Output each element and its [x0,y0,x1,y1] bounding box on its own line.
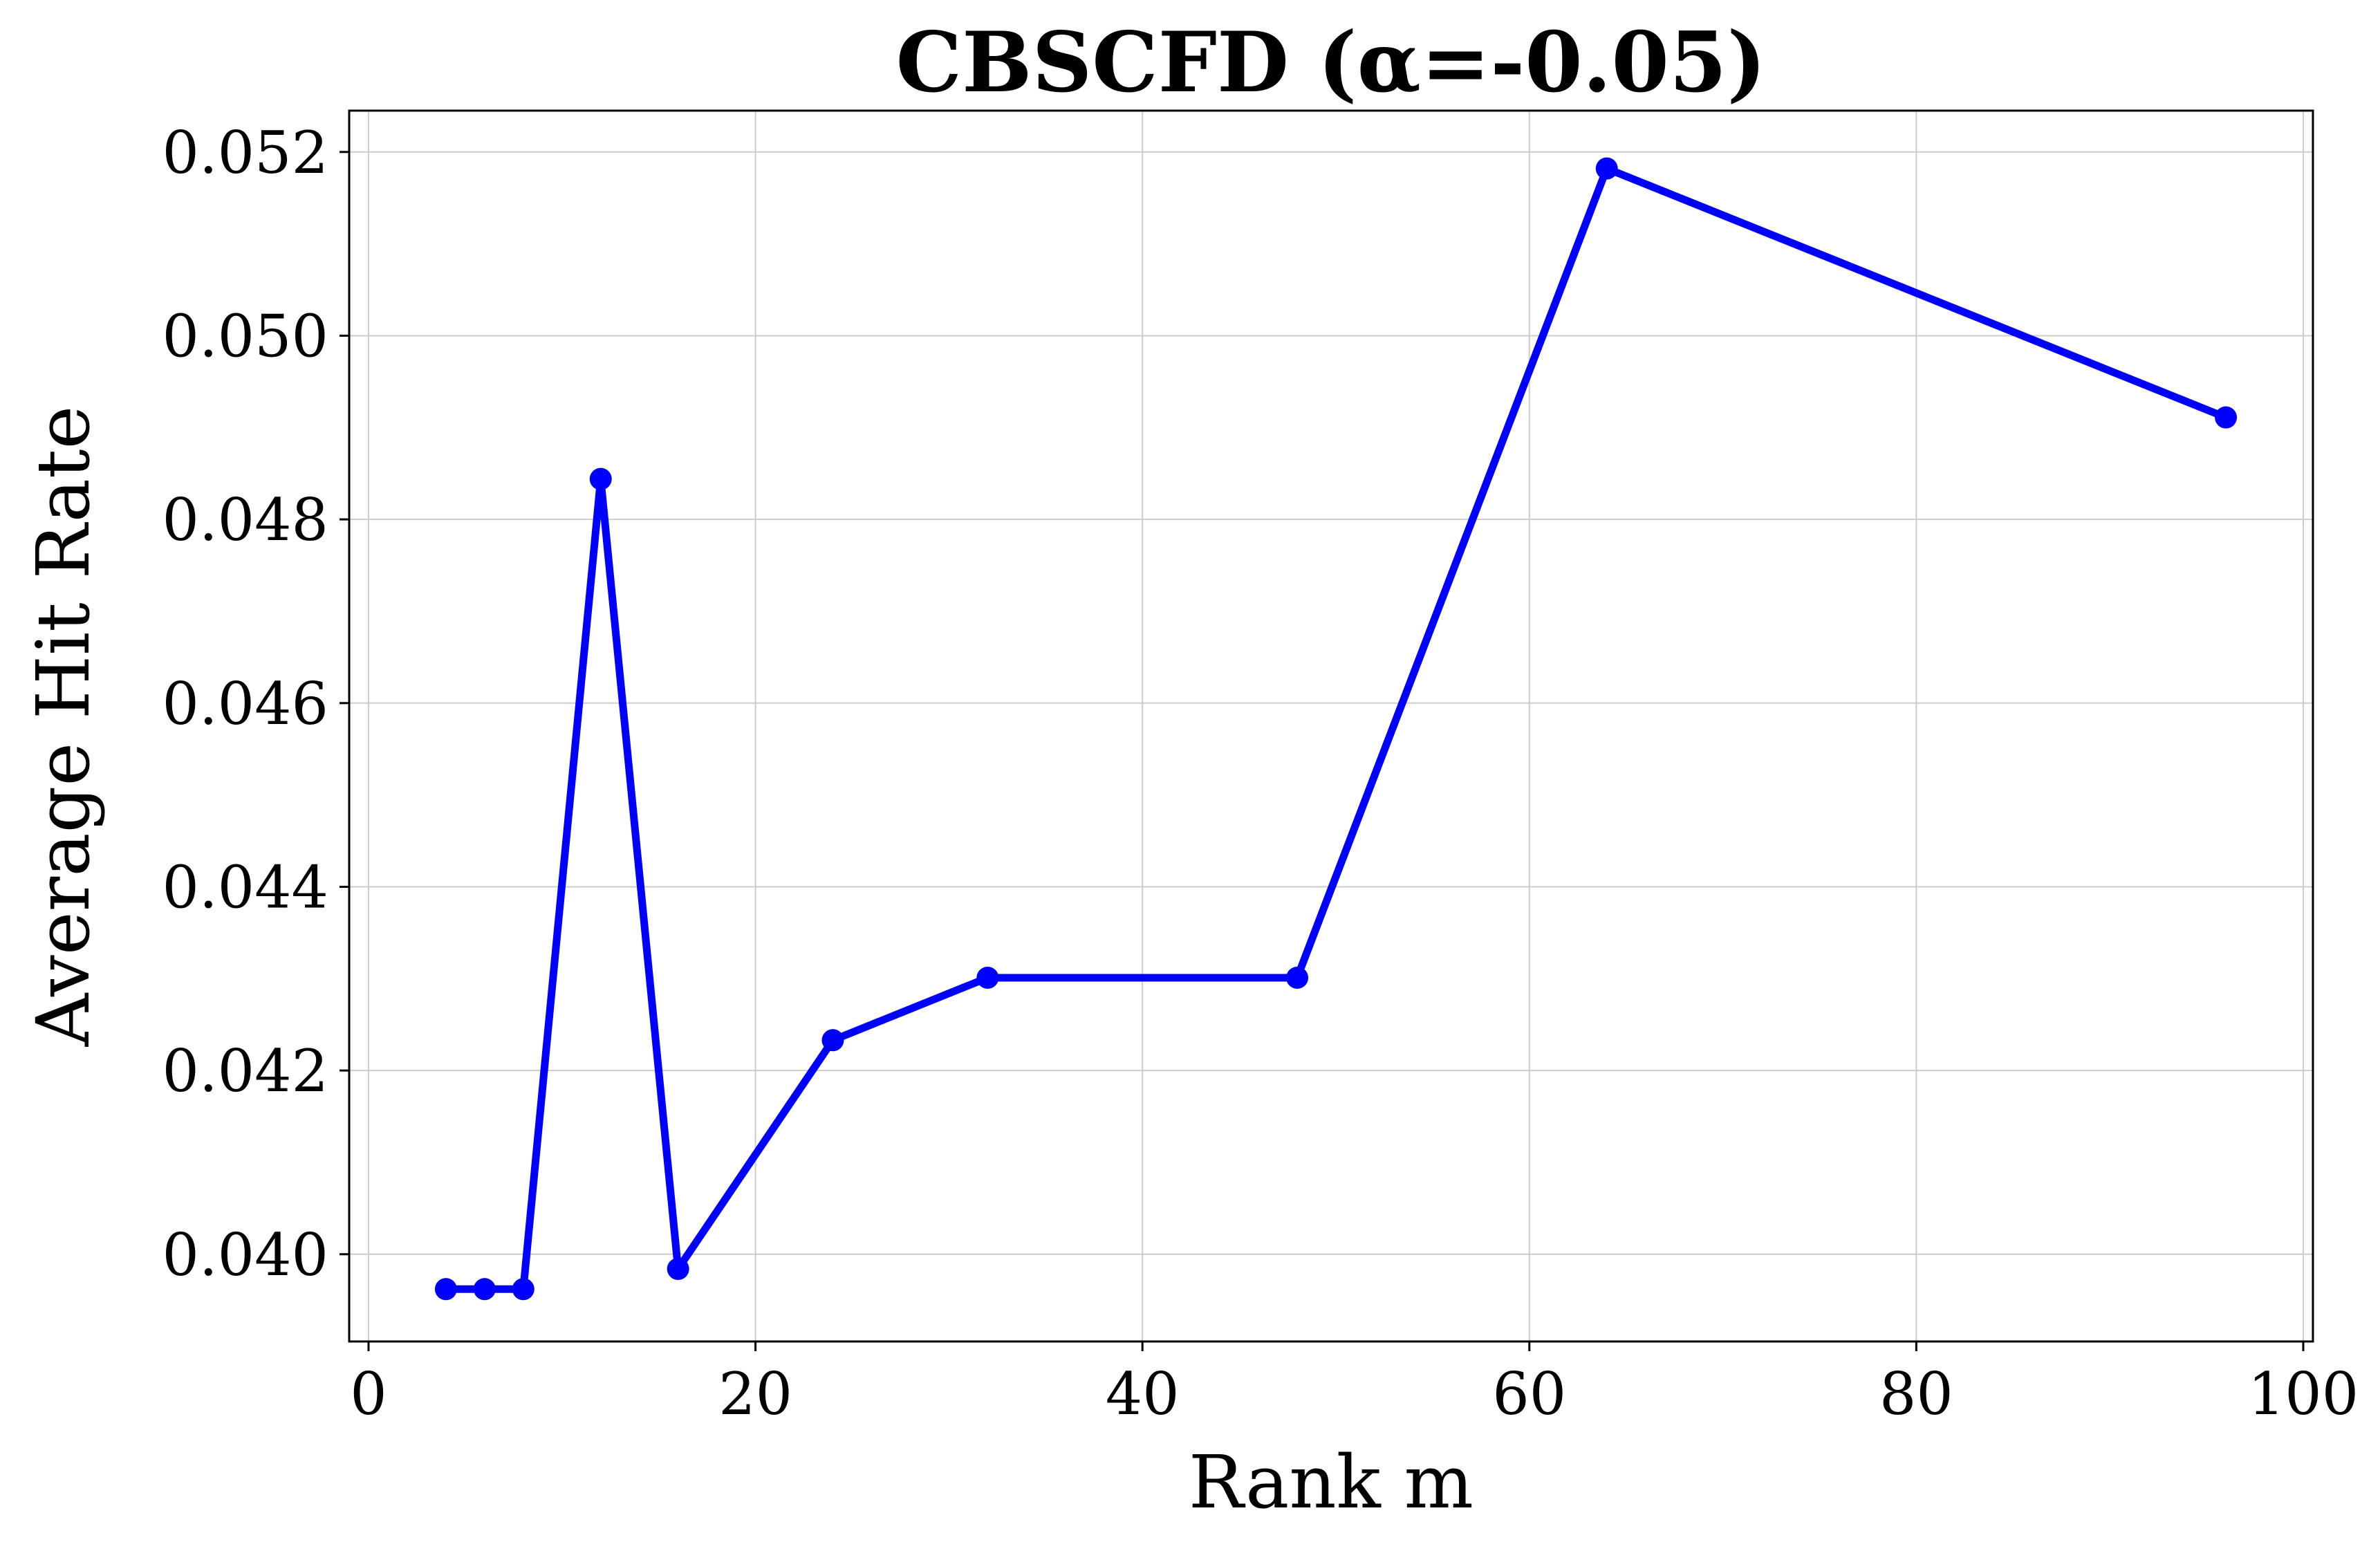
y-tick-label: 0.040 [162,1221,328,1289]
x-tick-label: 20 [718,1360,792,1428]
y-tick-label: 0.048 [162,486,328,554]
x-tick-label: 100 [2248,1360,2359,1428]
x-axis-label: Rank m [1189,1440,1473,1525]
data-point [589,467,612,490]
data-point [667,1258,689,1281]
data-point [821,1029,844,1052]
series-line [445,163,2228,1293]
chart-title: CBSCFD (α=-0.05) [896,14,1767,111]
plot-frame [348,109,2314,1343]
data-series [434,157,2238,1301]
x-tick-label: 40 [1106,1360,1180,1428]
data-point [1286,966,1309,989]
y-axis-label: Average Hit Rate [21,406,106,1047]
x-tick-label: 80 [1879,1360,1953,1428]
data-point [2215,406,2238,429]
y-tick-label: 0.052 [162,119,328,187]
y-tick-label: 0.046 [162,670,328,738]
data-point [512,1278,534,1301]
x-tick-label: 0 [350,1360,387,1428]
data-point [976,966,999,989]
data-point [473,1278,496,1301]
y-tick-label: 0.042 [162,1037,328,1105]
y-tick-label: 0.044 [162,853,328,921]
axis-ticks: 0 20 40 60 80 100 0.040 0.042 0.044 0.046 0.048 0.0… [162,119,2359,1428]
data-point [1595,157,1618,180]
data-point [434,1278,457,1301]
x-tick-label: 60 [1492,1360,1566,1428]
y-tick-label: 0.050 [162,302,328,370]
